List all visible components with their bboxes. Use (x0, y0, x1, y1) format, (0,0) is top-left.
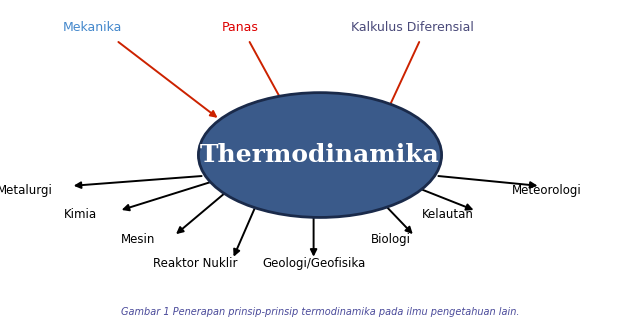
Text: Gambar 1 Penerapan prinsip-prinsip termodinamika pada ilmu pengetahuan lain.: Gambar 1 Penerapan prinsip-prinsip termo… (121, 307, 519, 317)
Ellipse shape (198, 93, 442, 217)
Text: Reaktor Nuklir: Reaktor Nuklir (153, 257, 237, 270)
Text: Kalkulus Diferensial: Kalkulus Diferensial (351, 21, 474, 34)
Text: Biologi: Biologi (371, 233, 410, 245)
Text: Kelautan: Kelautan (422, 208, 474, 221)
Text: Metalurgi: Metalurgi (0, 184, 52, 197)
Text: Mekanika: Mekanika (63, 21, 122, 34)
Text: Geologi/Geofisika: Geologi/Geofisika (262, 257, 365, 270)
Text: Mesin: Mesin (120, 233, 155, 245)
Text: Meteorologi: Meteorologi (513, 184, 582, 197)
Text: Kimia: Kimia (63, 208, 97, 221)
Text: Panas: Panas (221, 21, 259, 34)
Text: Thermodinamika: Thermodinamika (200, 143, 440, 167)
